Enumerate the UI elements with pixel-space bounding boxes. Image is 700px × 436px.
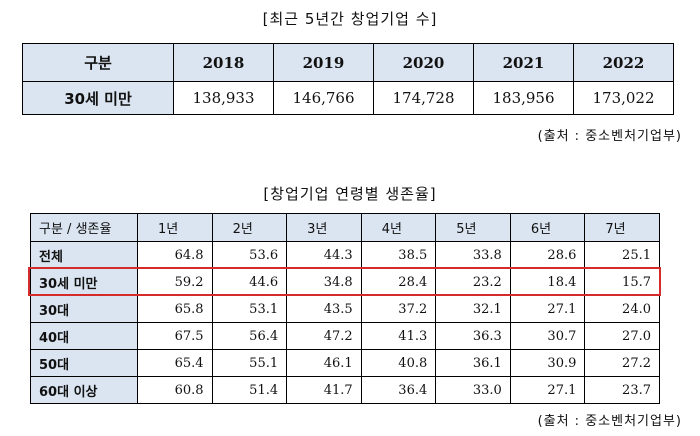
table-header-row: 구분 / 생존율 1년 2년 3년 4년 5년 6년 7년 xyxy=(30,213,660,242)
table-cell: 36.3 xyxy=(435,322,511,350)
table-cell: 64.8 xyxy=(137,241,213,269)
table-row: 40대 67.5 56.4 47.2 41.3 36.3 30.7 27.0 xyxy=(30,322,660,350)
header-cell-year: 1년 xyxy=(137,213,213,242)
table-cell: 23.7 xyxy=(584,376,660,404)
table-cell: 27.2 xyxy=(584,349,660,377)
table-cell: 38.5 xyxy=(360,241,437,269)
table-cell: 28.6 xyxy=(509,241,586,269)
table-row: 30대 65.8 53.1 43.5 37.2 32.1 27.1 24.0 xyxy=(30,295,660,323)
table-row: 30세 미만 138,933 146,766 174,728 183,956 1… xyxy=(22,81,674,115)
table-cell: 59.2 xyxy=(137,268,213,296)
row-label: 전체 xyxy=(30,241,138,269)
header-cell-category: 구분 / 생존율 xyxy=(30,213,138,242)
table-cell: 41.3 xyxy=(360,322,437,350)
table-row: 전체 64.8 53.6 44.3 38.5 33.8 28.6 25.1 xyxy=(30,241,660,269)
table-cell: 18.4 xyxy=(509,268,586,296)
table-cell: 51.4 xyxy=(211,376,288,404)
startups-count-table: 구분 2018 2019 2020 2021 2022 30세 미만 138,9… xyxy=(22,43,674,115)
row-label: 50대 xyxy=(30,349,138,377)
table-cell: 33.8 xyxy=(435,241,511,269)
table-cell: 32.1 xyxy=(435,295,511,323)
table-row: 50대 65.4 55.1 46.1 40.8 36.1 30.9 27.2 xyxy=(30,349,660,377)
table2-title: [창업기업 연령별 생존율] xyxy=(263,185,437,203)
row-label: 30세 미만 xyxy=(30,268,138,296)
table-cell: 56.4 xyxy=(211,322,288,350)
table-cell: 30.7 xyxy=(509,322,586,350)
table-cell: 27.0 xyxy=(584,322,660,350)
table-cell: 41.7 xyxy=(286,376,362,404)
table-cell: 44.6 xyxy=(211,268,288,296)
header-cell-year: 3년 xyxy=(286,213,362,242)
table-cell: 37.2 xyxy=(360,295,437,323)
table-cell: 23.2 xyxy=(435,268,511,296)
table-cell: 146,766 xyxy=(273,81,374,115)
table-row: 30세 미만 59.2 44.6 34.8 28.4 23.2 18.4 15.… xyxy=(30,268,660,296)
table-cell: 25.1 xyxy=(584,241,660,269)
header-cell-year: 6년 xyxy=(509,213,586,242)
table-cell: 173,022 xyxy=(573,81,674,115)
row-label: 60대 이상 xyxy=(30,376,138,404)
table-cell: 40.8 xyxy=(360,349,437,377)
table-cell: 65.8 xyxy=(137,295,213,323)
table-cell: 55.1 xyxy=(211,349,288,377)
table-cell: 53.6 xyxy=(211,241,288,269)
table-cell: 24.0 xyxy=(584,295,660,323)
header-cell-year: 4년 xyxy=(360,213,437,242)
table1-title: [최근 5년간 창업기업 수] xyxy=(262,10,438,28)
table-cell: 15.7 xyxy=(584,268,660,296)
table-cell: 53.1 xyxy=(211,295,288,323)
table-cell: 174,728 xyxy=(373,81,474,115)
table-cell: 183,956 xyxy=(473,81,574,115)
table-cell: 33.0 xyxy=(435,376,511,404)
row-label: 40대 xyxy=(30,322,138,350)
table-header-row: 구분 2018 2019 2020 2021 2022 xyxy=(22,43,674,82)
table-cell: 36.4 xyxy=(360,376,437,404)
table-cell: 30.9 xyxy=(509,349,586,377)
table-cell: 36.1 xyxy=(435,349,511,377)
table-cell: 27.1 xyxy=(509,295,586,323)
header-cell-category: 구분 xyxy=(22,43,174,82)
header-cell-year: 2018 xyxy=(173,43,274,82)
row-label: 30대 xyxy=(30,295,138,323)
row-label: 30세 미만 xyxy=(22,81,174,115)
table-cell: 43.5 xyxy=(286,295,362,323)
header-cell-year: 2022 xyxy=(573,43,674,82)
table-cell: 28.4 xyxy=(360,268,437,296)
table-cell: 65.4 xyxy=(137,349,213,377)
table-cell: 34.8 xyxy=(286,268,362,296)
survival-rate-table: 구분 / 생존율 1년 2년 3년 4년 5년 6년 7년 전체 64.8 53… xyxy=(30,213,660,404)
table-cell: 138,933 xyxy=(173,81,274,115)
header-cell-year: 2020 xyxy=(373,43,474,82)
table2-source: (출처 : 중소벤처기업부) xyxy=(537,414,682,429)
header-cell-year: 2021 xyxy=(473,43,574,82)
header-cell-year: 2019 xyxy=(273,43,374,82)
header-cell-year: 7년 xyxy=(584,213,660,242)
table-cell: 67.5 xyxy=(137,322,213,350)
table-cell: 46.1 xyxy=(286,349,362,377)
table-cell: 60.8 xyxy=(137,376,213,404)
table-cell: 47.2 xyxy=(286,322,362,350)
table-row: 60대 이상 60.8 51.4 41.7 36.4 33.0 27.1 23.… xyxy=(30,376,660,404)
table1-source: (출처 : 중소벤처기업부) xyxy=(537,129,682,144)
header-cell-year: 5년 xyxy=(435,213,511,242)
table-cell: 27.1 xyxy=(509,376,586,404)
header-cell-year: 2년 xyxy=(211,213,288,242)
table-cell: 44.3 xyxy=(286,241,362,269)
